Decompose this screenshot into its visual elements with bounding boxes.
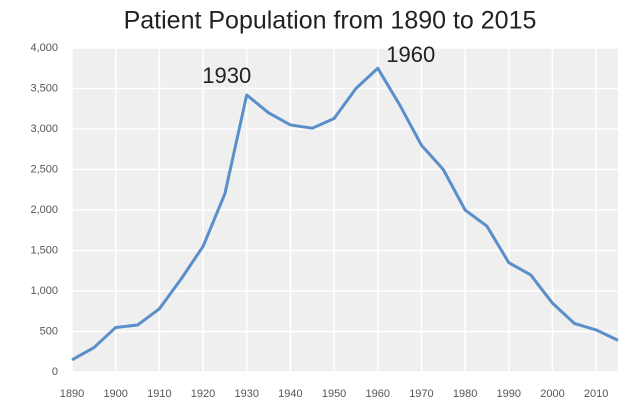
annotation: 1930 — [202, 63, 251, 88]
y-tick-label: 2,500 — [30, 163, 58, 175]
y-tick-label: 1,000 — [30, 285, 58, 297]
y-tick-label: 4,000 — [30, 42, 58, 54]
x-tick-label: 1900 — [103, 388, 127, 400]
x-tick-label: 1980 — [453, 388, 477, 400]
x-tick-label: 1960 — [366, 388, 390, 400]
x-tick-label: 1890 — [60, 388, 84, 400]
x-tick-label: 1910 — [147, 388, 171, 400]
y-tick-label: 500 — [40, 325, 58, 337]
y-tick-label: 3,000 — [30, 123, 58, 135]
x-tick-label: 1920 — [191, 388, 215, 400]
x-tick-label: 1990 — [497, 388, 521, 400]
x-tick-label: 1950 — [322, 388, 346, 400]
x-tick-label: 1970 — [409, 388, 433, 400]
y-tick-label: 1,500 — [30, 244, 58, 256]
y-tick-label: 2,000 — [30, 204, 58, 216]
y-tick-label: 0 — [52, 366, 58, 378]
data-line — [71, 66, 619, 362]
y-tick-label: 3,500 — [30, 82, 58, 94]
x-tick-label: 2010 — [584, 388, 608, 400]
chart-title: Patient Population from 1890 to 2015 — [124, 7, 537, 35]
annotation: 1960 — [386, 42, 435, 67]
x-tick-label: 2000 — [540, 388, 564, 400]
x-tick-label: 1930 — [234, 388, 258, 400]
x-tick-label: 1940 — [278, 388, 302, 400]
